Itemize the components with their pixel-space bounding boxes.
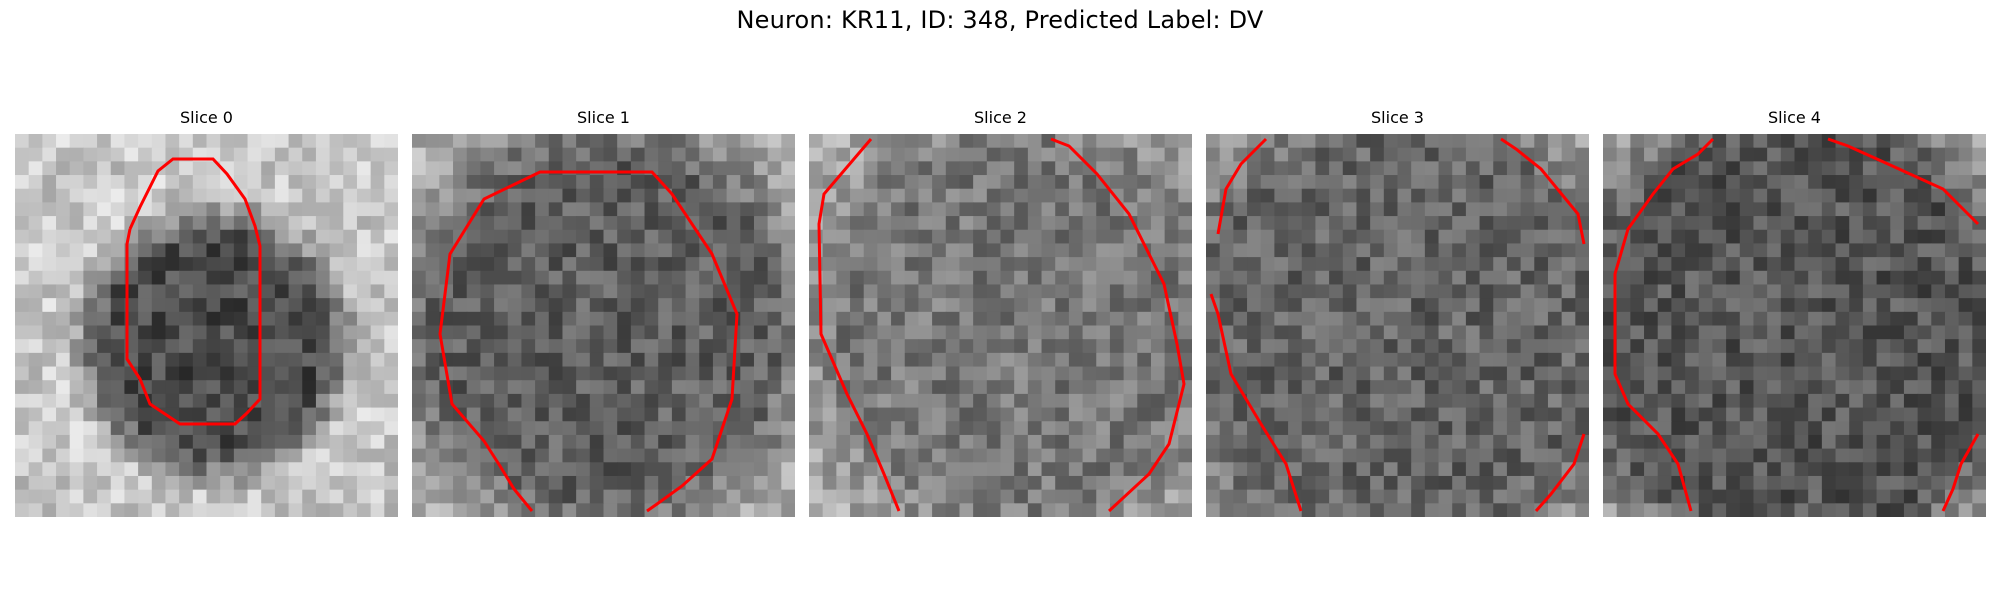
contour-line: [817, 138, 901, 512]
contour-line: [125, 157, 262, 426]
contour-line: [1941, 433, 1980, 512]
slice-panel-4: Slice 4: [1603, 108, 1986, 517]
em-slice-image: [809, 134, 1192, 517]
figure-title: Neuron: KR11, ID: 348, Predicted Label: …: [736, 6, 1264, 34]
contour-line: [1500, 137, 1586, 245]
contour-line: [1209, 293, 1303, 512]
em-slice-image: [1603, 134, 1986, 517]
em-slice-image: [412, 134, 795, 517]
slice-title: Slice 3: [1371, 108, 1424, 127]
contour-line: [1613, 137, 1715, 512]
contour-line: [438, 170, 739, 513]
contour-line: [1050, 137, 1186, 513]
contour-line: [1534, 433, 1586, 512]
slice-title: Slice 2: [974, 108, 1027, 127]
contour-line: [1216, 137, 1268, 235]
slice-panel-0: Slice 0: [15, 108, 398, 517]
slice-panel-3: Slice 3: [1206, 108, 1589, 517]
slice-title: Slice 1: [577, 108, 630, 127]
slice-panel-2: Slice 2: [809, 108, 1192, 517]
em-slice-image: [1206, 134, 1589, 517]
em-slice-image: [15, 134, 398, 517]
contour-line: [1827, 137, 1980, 226]
slice-title: Slice 0: [180, 108, 233, 127]
slice-panel-1: Slice 1: [412, 108, 795, 517]
slice-title: Slice 4: [1768, 108, 1821, 127]
